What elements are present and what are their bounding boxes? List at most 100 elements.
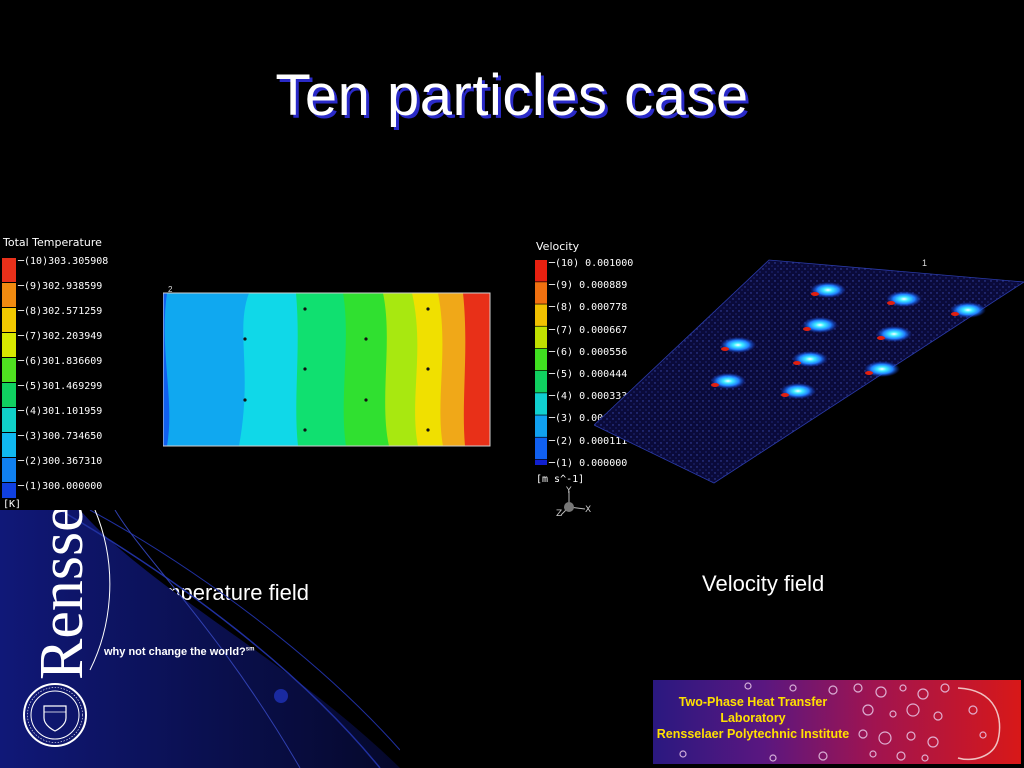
bubble-shape: [927, 736, 939, 748]
velocity-particle-wake: [887, 301, 895, 305]
bubble-shape: [878, 731, 892, 745]
velocity-particle-wake: [877, 336, 885, 340]
temperature-legend-level: ─(8)302.571259: [18, 306, 103, 317]
temperature-legend-title: Total Temperature: [3, 236, 102, 249]
axis-triad-icon: [560, 491, 586, 516]
bubble-shape: [889, 710, 897, 718]
velocity-particle-wake: [865, 371, 873, 375]
bubble-shape: [906, 731, 916, 741]
bubble-shape: [917, 688, 929, 700]
bubble-shape: [921, 754, 929, 762]
bubble-shape: [906, 703, 920, 717]
temperature-legend-level: ─(3)300.734650: [18, 431, 103, 442]
velocity-legend-swatch: [535, 326, 547, 349]
bubble-shape: [818, 751, 828, 761]
axis-label-x: X: [585, 505, 592, 515]
bubble-pattern: [679, 682, 1001, 762]
seal-emblem: [23, 683, 87, 747]
tagline: why not change the world?sm: [104, 646, 254, 658]
velocity-legend-level: ─(4) 0.000333: [549, 391, 628, 403]
velocity-legend-level: ─(6) 0.000556: [549, 346, 628, 358]
velocity-legend-swatch: [535, 260, 547, 282]
velocity-particle-wake: [721, 347, 729, 351]
temperature-legend-level: ─(1)300.000000: [18, 481, 103, 492]
velocity-legend-title: Velocity: [536, 240, 580, 253]
lab-line-3: Rensselaer Polytechnic Institute: [656, 727, 850, 741]
velocity-legend-level: ─(10) 0.001000: [549, 258, 634, 269]
branding-decoration: Rensselaer: [0, 510, 400, 768]
velocity-legend-swatch: [535, 459, 547, 465]
velocity-legend-swatch: [535, 415, 547, 437]
temperature-legend-level: ─(9)302.938599: [18, 281, 103, 292]
temperature-legend-colorbar: [2, 258, 16, 498]
bubble-shape: [679, 750, 687, 758]
velocity-legend-unit: [m s^-1]: [536, 474, 585, 485]
bubble-shape: [858, 729, 868, 739]
velocity-particle-wake: [793, 361, 801, 365]
bubble-shape: [875, 686, 887, 698]
velocity-particle-wake: [803, 327, 811, 331]
temperature-legend-unit: [K]: [3, 499, 22, 510]
velocity-legend-level: ─(1) 0.000000: [549, 457, 628, 469]
velocity-legend-swatch: [535, 371, 547, 393]
bubble-shape: [862, 704, 874, 716]
wordmark-text: Rensselaer: [28, 510, 96, 680]
temperature-legend-swatch: [2, 458, 16, 482]
temperature-legend-level: ─(5)301.469299: [18, 381, 103, 392]
velocity-legend-level: ─(2) 0.000111: [549, 435, 628, 447]
bubble-shape: [853, 683, 863, 693]
velocity-legend-level: ─(5) 0.000444: [549, 369, 628, 380]
velocity-legend-level: ─(3) 0.000222: [549, 413, 628, 425]
bubble-shape: [769, 754, 777, 762]
velocity-particle-wake: [951, 312, 959, 316]
temperature-legend-swatch: [2, 358, 16, 382]
velocity-legend-level: ─(9) 0.000889: [549, 280, 628, 292]
tagline-text: why not change the world?: [104, 646, 246, 658]
lab-banner: Two-Phase Heat Transfer Laboratory Renss…: [653, 680, 1021, 764]
axis-label-y: Y: [566, 486, 572, 496]
temperature-legend-swatch: [2, 383, 16, 407]
temperature-legend-swatch: [2, 433, 16, 457]
lab-line-2: Laboratory: [720, 711, 786, 725]
slide-title: Ten particles case: [275, 63, 749, 128]
bubble-shape: [744, 682, 752, 690]
tagline-trademark: sm: [245, 646, 255, 653]
temperature-legend-level: ─(6)301.836609: [18, 356, 103, 367]
velocity-mesh: [594, 259, 1024, 484]
temperature-legend-swatch: [2, 483, 16, 498]
velocity-legend-swatch: [535, 304, 547, 326]
velocity-particle-wake: [811, 292, 819, 296]
bubble-shape: [828, 685, 838, 695]
lab-name: Two-Phase Heat Transfer Laboratory Renss…: [653, 694, 853, 742]
velocity-legend-swatch: [535, 393, 547, 415]
velocity-legend-level: ─(7) 0.000667: [549, 324, 628, 336]
temperature-legend-swatch: [2, 333, 16, 357]
bubble-shape: [933, 711, 943, 721]
velocity-particle-wake: [781, 393, 789, 397]
bubble-shape: [940, 683, 950, 693]
temperature-legend-swatch: [2, 308, 16, 332]
temperature-legend-swatch: [2, 258, 16, 282]
bubble-shape: [968, 705, 978, 715]
temperature-legend-level: ─(2)300.367310: [18, 456, 103, 467]
temperature-legend-swatch: [2, 283, 16, 307]
velocity-corner-marker: 1: [922, 258, 928, 268]
axis-label-z: Z: [556, 509, 563, 519]
velocity-caption: Velocity field: [702, 571, 825, 596]
bubble-shape: [979, 731, 987, 739]
temperature-legend-level: ─(4)301.101959: [18, 406, 103, 417]
temperature-legend-level: ─(10)303.305908: [18, 256, 109, 267]
temperature-legend-swatch: [2, 408, 16, 432]
velocity-legend-colorbar: [535, 260, 547, 465]
temperature-contour: [163, 292, 491, 447]
velocity-legend-swatch: [535, 437, 547, 460]
bubble-shape: [869, 750, 877, 758]
bubble-shape: [789, 684, 797, 692]
velocity-legend-swatch: [535, 282, 547, 304]
temperature-legend-level: ─(7)302.203949: [18, 331, 103, 342]
velocity-particle-wake: [711, 383, 719, 387]
velocity-legend-swatch: [535, 348, 547, 371]
velocity-legend-level: ─(8) 0.000778: [549, 302, 628, 314]
lab-line-1: Two-Phase Heat Transfer: [678, 695, 828, 709]
bubble-shape: [896, 751, 906, 761]
